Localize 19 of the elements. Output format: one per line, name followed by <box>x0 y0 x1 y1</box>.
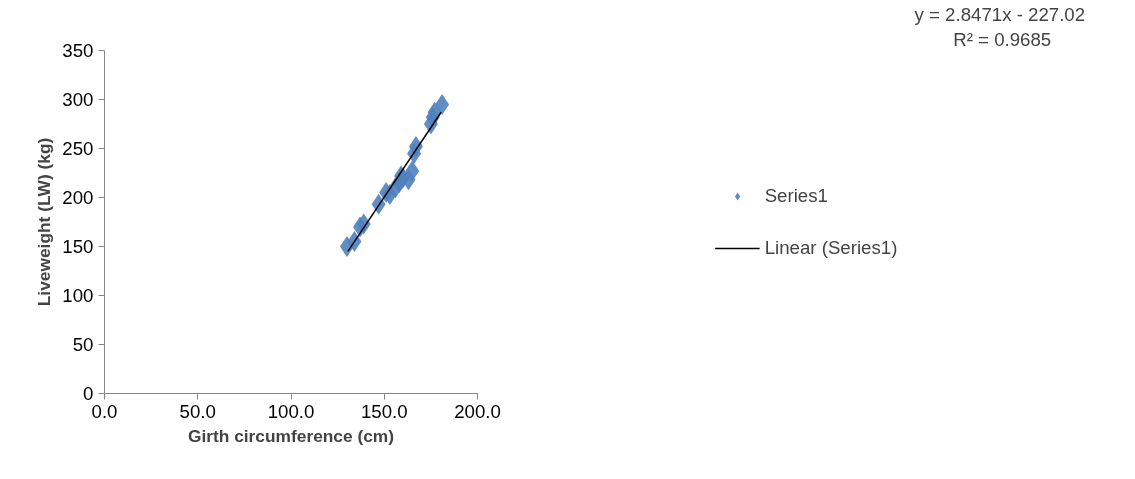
x-tick-label: 200.0 <box>454 400 501 422</box>
x-tick-label: 100.0 <box>267 400 315 422</box>
y-tick-label: 150 <box>62 236 94 257</box>
y-tick-label: 200 <box>62 187 94 208</box>
y-tick-label: 350 <box>62 40 94 61</box>
text: R² = 0.9685 <box>953 28 1052 50</box>
x-axis-title: Girth circumference (cm) <box>187 425 395 446</box>
y-tick-label: 300 <box>62 89 94 110</box>
legend-label: Series1 <box>764 184 828 207</box>
legend-label: Linear (Series1) <box>764 236 898 259</box>
x-tick-label: 0.0 <box>91 400 118 422</box>
y-axis-title: Liveweight (LW) (kg) <box>34 137 55 307</box>
x-tick-label: 50.0 <box>179 400 216 422</box>
x-tick-label: 150.0 <box>360 400 408 422</box>
y-tick-label: 250 <box>62 138 94 159</box>
y-tick-label: 100 <box>62 285 94 306</box>
y-tick-label: 50 <box>72 334 94 355</box>
text: y = 2.8471x - 227.02 <box>914 3 1086 25</box>
y-tick-label: 0 <box>83 383 94 404</box>
